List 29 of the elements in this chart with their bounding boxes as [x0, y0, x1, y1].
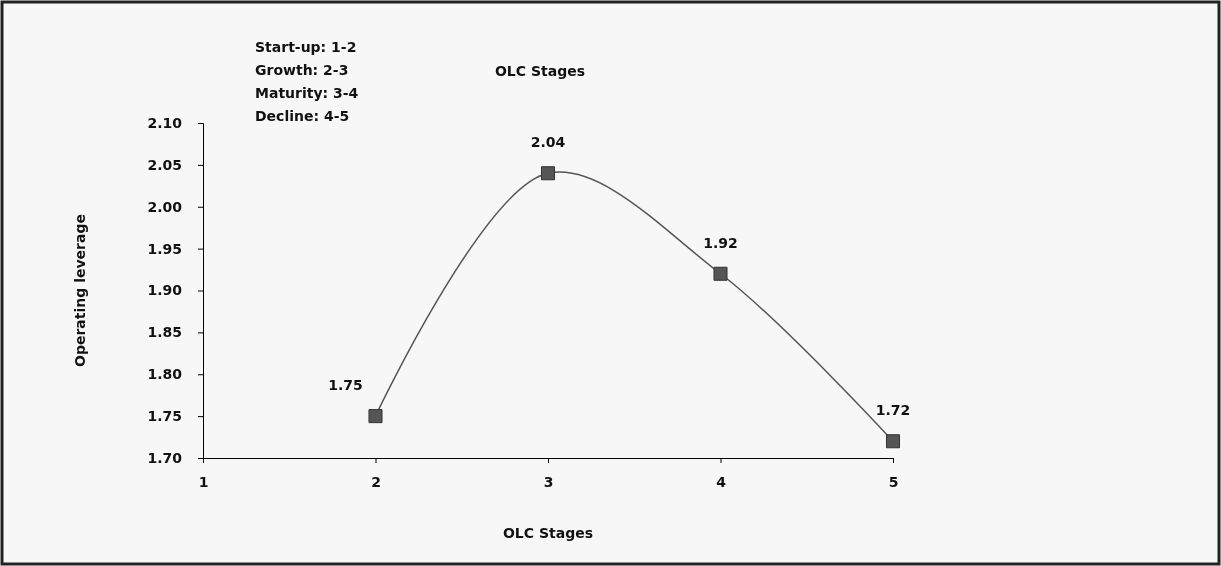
point	[368, 409, 383, 424]
point	[713, 266, 728, 281]
annotation: Decline: 4-5	[255, 108, 350, 124]
y-tick-label: 1.80	[147, 366, 183, 383]
y-axis-title: Operating leverage	[72, 214, 88, 367]
y-tick-label: 1.85	[147, 324, 182, 341]
x-tick-label: 1	[198, 473, 209, 490]
x-tick-label: 3	[543, 473, 554, 490]
y-tick-label: 2.05	[147, 156, 182, 173]
point	[885, 434, 901, 449]
point	[540, 166, 556, 181]
x-tick-label: 2	[371, 473, 381, 490]
text: Maturity: 3-4	[255, 85, 359, 101]
data-label: 1.75	[328, 377, 363, 394]
y-tick-label: 1.95	[147, 240, 182, 257]
y-tick-label: 1.70	[147, 449, 183, 466]
x-tick-label: 5	[888, 473, 899, 490]
chart-title: OLC Stages	[494, 63, 586, 79]
data-label: 1.72	[875, 402, 911, 419]
x-tick-label: 4	[716, 473, 727, 490]
y-tick-label: 2.00	[147, 198, 183, 215]
x-axis-title: OLC Stages	[502, 525, 594, 541]
y-tick-label: 2.10	[147, 114, 183, 131]
y-tick-label: 1.90	[147, 282, 183, 299]
data-label: 2.04	[530, 134, 566, 151]
text: Start-up: 1-2	[255, 39, 357, 55]
y-tick-label: 1.75	[147, 408, 182, 425]
data-label: 1.92	[703, 234, 738, 251]
text: Growth: 2-3	[255, 62, 349, 78]
